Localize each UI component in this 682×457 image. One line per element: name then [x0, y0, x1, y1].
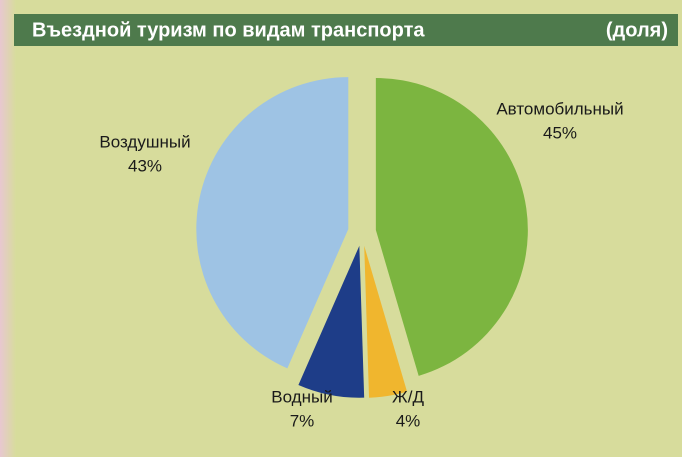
slice-label: Водный	[271, 387, 332, 406]
chart-subtitle: (доля)	[606, 19, 668, 41]
chart-title: Въездной туризм по видам транспорта	[32, 19, 425, 41]
pie-slice	[375, 78, 528, 376]
slice-label: Ж/Д	[392, 387, 424, 406]
edge-shade	[0, 0, 16, 457]
slice-value-label: 7%	[290, 411, 315, 430]
slice-value-label: 45%	[543, 123, 577, 142]
pie-slice	[298, 245, 365, 398]
slice-value-label: 4%	[396, 411, 421, 430]
slice-label: Воздушный	[99, 132, 190, 151]
pie-slice	[196, 77, 349, 369]
header-bar	[14, 14, 678, 46]
slice-value-label: 43%	[128, 156, 162, 175]
pie-slice	[364, 245, 408, 398]
slice-label: Автомобильный	[496, 99, 623, 118]
